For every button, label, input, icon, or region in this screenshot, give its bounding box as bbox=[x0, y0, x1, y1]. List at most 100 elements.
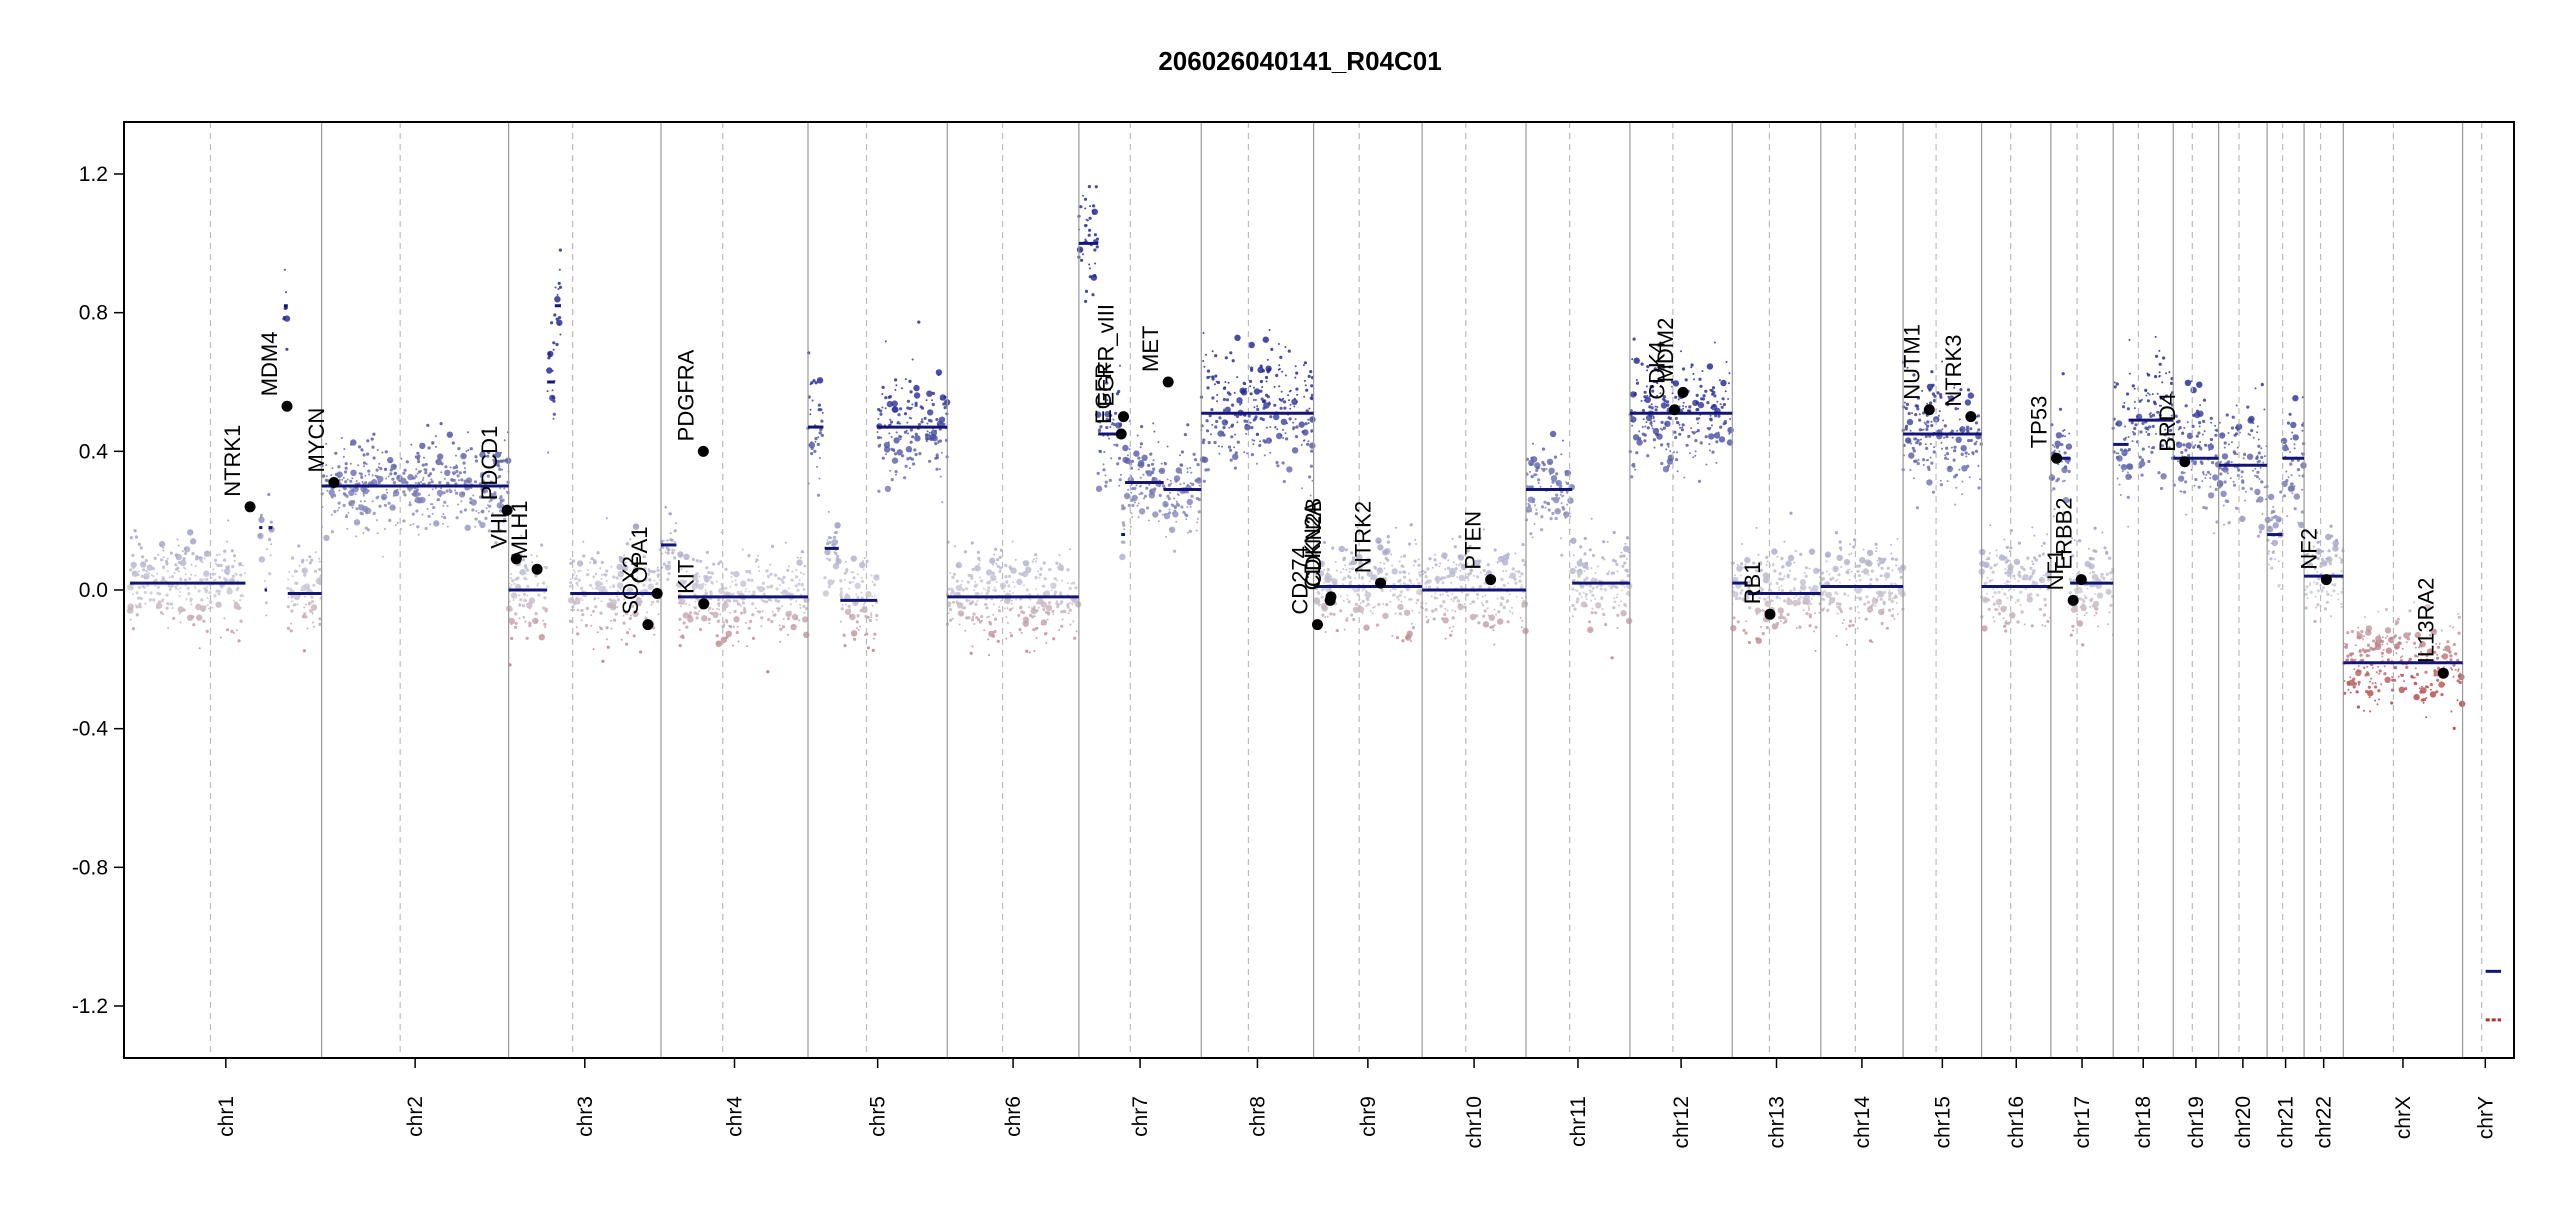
probe-point bbox=[866, 646, 871, 650]
probe-point bbox=[1563, 511, 1570, 518]
probe-point bbox=[216, 563, 220, 568]
probe-point bbox=[1265, 437, 1273, 444]
probe-point bbox=[282, 317, 286, 321]
probe-point bbox=[1102, 463, 1105, 466]
probe-point bbox=[1633, 392, 1637, 396]
probe-point bbox=[1835, 635, 1838, 637]
probe-point bbox=[1158, 509, 1162, 513]
probe-point bbox=[189, 597, 193, 601]
probe-point bbox=[188, 577, 192, 581]
probe-point bbox=[747, 626, 751, 630]
probe-point bbox=[674, 522, 677, 525]
probe-point bbox=[551, 389, 554, 392]
probe-point bbox=[616, 595, 619, 598]
probe-point bbox=[2221, 433, 2224, 436]
probe-point bbox=[362, 494, 365, 497]
probe-point bbox=[1539, 485, 1542, 488]
probe-point bbox=[646, 611, 649, 614]
probe-point bbox=[877, 489, 881, 493]
probe-point bbox=[215, 601, 222, 608]
probe-point bbox=[1685, 443, 1689, 447]
probe-point bbox=[1803, 594, 1810, 602]
probe-point bbox=[1555, 493, 1559, 497]
probe-point bbox=[1834, 531, 1838, 535]
probe-point bbox=[589, 561, 592, 564]
probe-point bbox=[879, 412, 883, 416]
probe-point bbox=[926, 390, 933, 397]
probe-point bbox=[653, 570, 656, 573]
probe-point bbox=[2016, 620, 2020, 624]
probe-point bbox=[1945, 446, 1949, 450]
probe-point bbox=[174, 563, 178, 567]
probe-point bbox=[1284, 374, 1287, 377]
probe-point bbox=[1118, 478, 1122, 482]
probe-point bbox=[1914, 404, 1918, 408]
probe-point bbox=[2051, 444, 2054, 447]
probe-point bbox=[1896, 613, 1899, 616]
probe-point bbox=[556, 293, 559, 296]
probe-point bbox=[2240, 475, 2243, 478]
probe-point bbox=[767, 598, 772, 602]
probe-point bbox=[421, 479, 424, 481]
probe-point bbox=[1836, 578, 1839, 581]
probe-point bbox=[803, 611, 806, 614]
probe-point bbox=[1298, 421, 1305, 428]
probe-point bbox=[1097, 429, 1101, 433]
probe-point bbox=[1443, 612, 1447, 617]
probe-point bbox=[184, 584, 187, 587]
probe-point bbox=[1089, 205, 1091, 208]
probe-point bbox=[362, 453, 366, 457]
probe-point bbox=[1276, 464, 1280, 468]
probe-point bbox=[1958, 418, 1961, 421]
probe-point bbox=[304, 615, 308, 619]
probe-point bbox=[1087, 185, 1091, 189]
probe-point bbox=[575, 574, 578, 577]
probe-point bbox=[1105, 425, 1109, 430]
probe-point bbox=[2150, 450, 2154, 454]
probe-point bbox=[1202, 438, 1206, 442]
probe-point bbox=[1391, 634, 1394, 637]
probe-point bbox=[637, 582, 640, 585]
probe-point bbox=[2222, 466, 2229, 473]
probe-point bbox=[826, 539, 829, 542]
probe-point bbox=[2108, 556, 2112, 560]
probe-point bbox=[303, 595, 306, 598]
probe-point bbox=[223, 577, 227, 581]
probe-point bbox=[2201, 433, 2204, 436]
probe-point bbox=[1142, 473, 1145, 476]
probe-point bbox=[1293, 405, 1296, 408]
probe-point bbox=[1468, 544, 1472, 549]
probe-point bbox=[1540, 528, 1544, 532]
probe-point bbox=[345, 494, 349, 498]
probe-point bbox=[2005, 579, 2010, 584]
probe-point bbox=[355, 507, 359, 511]
probe-point bbox=[1416, 598, 1420, 602]
probe-point bbox=[2140, 473, 2144, 477]
probe-point bbox=[1959, 426, 1966, 433]
probe-point bbox=[973, 589, 976, 592]
probe-point bbox=[2190, 468, 2193, 471]
probe-point bbox=[1603, 558, 1606, 561]
probe-point bbox=[1499, 603, 1503, 607]
probe-point bbox=[951, 575, 955, 580]
probe-point bbox=[2100, 572, 2104, 577]
probe-point bbox=[1335, 569, 1338, 572]
probe-point bbox=[1543, 500, 1547, 504]
probe-point bbox=[372, 511, 376, 515]
probe-point bbox=[1097, 421, 1100, 424]
probe-point bbox=[1439, 562, 1442, 565]
probe-point bbox=[1765, 555, 1769, 560]
probe-point bbox=[1206, 468, 1210, 472]
probe-point bbox=[1649, 421, 1653, 425]
probe-point bbox=[1067, 612, 1070, 615]
probe-point bbox=[760, 598, 763, 601]
probe-point bbox=[1179, 454, 1181, 457]
probe-point bbox=[914, 432, 918, 436]
probe-point bbox=[799, 556, 802, 559]
probe-point bbox=[1992, 602, 1996, 606]
probe-point bbox=[192, 623, 196, 627]
probe-point bbox=[318, 622, 322, 626]
probe-point bbox=[2230, 441, 2233, 444]
probe-point bbox=[1347, 600, 1351, 604]
probe-point bbox=[914, 435, 921, 442]
